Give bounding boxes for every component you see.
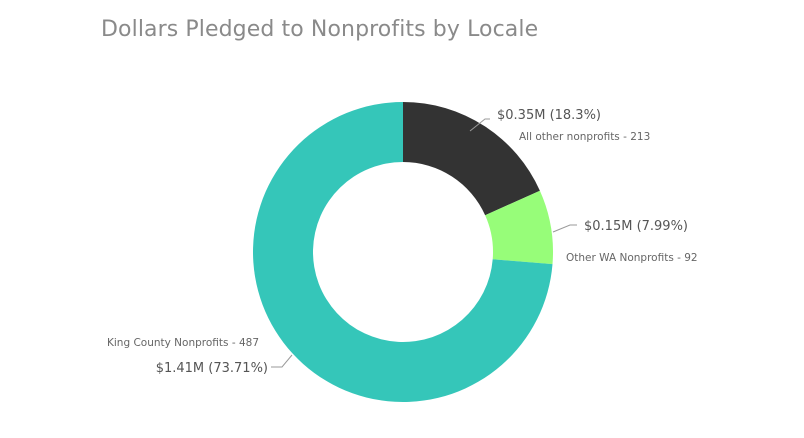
- donut-slice[interactable]: [403, 102, 540, 216]
- slice-value-label: $0.35M (18.3%): [497, 108, 601, 123]
- donut-slice[interactable]: [485, 190, 553, 265]
- slice-category-label: King County Nonprofits - 487: [107, 337, 259, 349]
- slice-value-label: $0.15M (7.99%): [584, 219, 688, 234]
- leader-line: [552, 224, 577, 233]
- slice-category-label: All other nonprofits - 213: [519, 131, 650, 143]
- slice-value-label: $1.41M (73.71%): [156, 361, 268, 376]
- chart-title: Dollars Pledged to Nonprofits by Locale: [101, 17, 539, 42]
- donut-slice[interactable]: [253, 102, 553, 403]
- slice-category-label: Other WA Nonprofits - 92: [566, 252, 698, 264]
- leader-line: [469, 118, 490, 132]
- leader-line: [271, 354, 293, 368]
